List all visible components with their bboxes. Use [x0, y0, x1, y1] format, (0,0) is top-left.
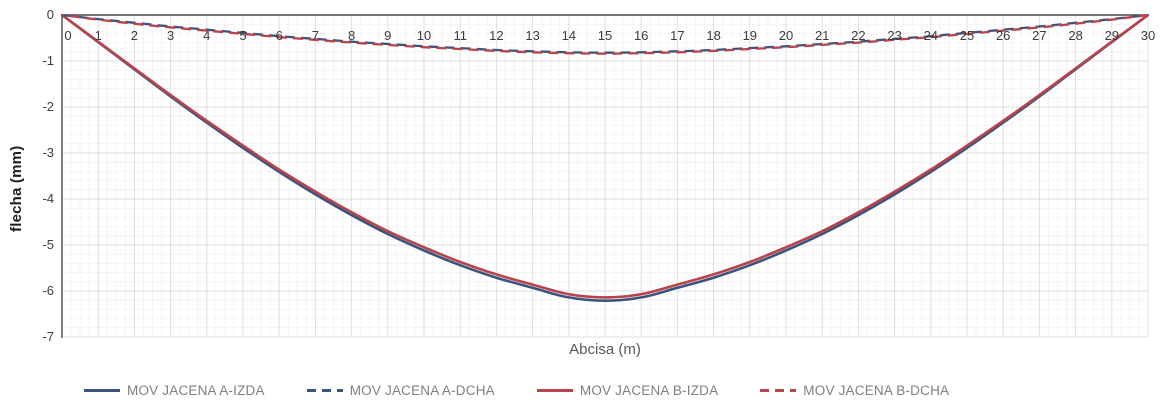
legend-line-solid-red-icon: [536, 389, 573, 392]
x-tick-label: 20: [778, 28, 794, 43]
x-tick-label: 23: [887, 28, 902, 43]
x-axis-title: Abcisa (m): [569, 341, 641, 358]
x-tick-label: 8: [347, 28, 356, 43]
x-tick-label: 0: [64, 28, 72, 43]
x-tick-label: 5: [239, 28, 247, 43]
x-tick-label: 11: [453, 28, 467, 43]
x-tick-label: 25: [959, 28, 975, 43]
x-tick-label: 6: [275, 28, 283, 43]
x-tick-label: 3: [166, 28, 175, 43]
legend-line-solid-blue-icon: [84, 389, 120, 392]
legend-line-dashed-blue-icon: [306, 389, 343, 392]
series-line-mov-jacena-b-izda: [61, 13, 1149, 299]
x-tick-label: 27: [1032, 28, 1047, 43]
x-tick-label: 30: [1140, 28, 1156, 43]
x-tick-label: 4: [203, 28, 211, 43]
x-tick-label: 2: [130, 28, 138, 43]
x-tick-label: 9: [384, 28, 392, 43]
y-axis-title: flecha (mm): [8, 145, 25, 232]
x-tick-label: 7: [311, 28, 319, 43]
x-tick-label: 17: [670, 28, 685, 43]
y-tick-label: -3: [42, 145, 54, 160]
y-tick-label: -1: [42, 53, 54, 68]
x-tick-label: 13: [525, 28, 540, 43]
x-tick-label: 10: [416, 28, 432, 43]
x-tick-label: 28: [1068, 28, 1083, 43]
series-line-mov-jacena-a-izda: [61, 13, 1149, 303]
legend-line-dashed-red-icon: [760, 389, 797, 392]
x-tick-label: 29: [1104, 28, 1120, 43]
x-tick-label: 24: [923, 28, 939, 43]
y-tick-label: -5: [42, 237, 54, 252]
x-tick-label: 12: [489, 28, 504, 43]
y-tick-label: -4: [42, 191, 54, 206]
y-tick-label: -7: [42, 329, 54, 344]
y-tick-label: 0: [46, 7, 54, 22]
x-tick-label: 22: [851, 28, 866, 43]
legend-item-mov-jacena-b-dcha: MOV JACENA B-DCHA: [760, 383, 949, 398]
x-tick-label: 15: [597, 28, 613, 43]
legend-label: MOV JACENA A-IZDA: [127, 383, 265, 398]
x-tick-label: 21: [814, 28, 830, 43]
legend-item-mov-jacena-a-dcha: MOV JACENA A-DCHA: [306, 383, 495, 398]
legend-item-mov-jacena-b-izda: MOV JACENA B-IZDA: [536, 383, 719, 398]
legend-label: MOV JACENA A-DCHA: [349, 383, 495, 398]
x-tick-label: 1: [94, 28, 102, 43]
y-tick-label: -2: [42, 99, 54, 114]
x-tick-label: 18: [706, 28, 721, 43]
x-tick-label: 14: [561, 28, 577, 43]
x-tick-label: 16: [633, 28, 649, 43]
legend-label: MOV JACENA B-DCHA: [803, 383, 950, 398]
chart-legend: MOV JACENA A-IZDA MOV JACENA A-DCHA MOV …: [84, 383, 1151, 398]
legend-label: MOV JACENA B-IZDA: [579, 383, 719, 398]
x-tick-label: 26: [995, 28, 1011, 43]
series-line-mov-jacena-b-dcha: [61, 13, 1149, 55]
legend-item-mov-jacena-a-izda: MOV JACENA A-IZDA: [84, 383, 265, 398]
x-tick-label: 19: [742, 28, 758, 43]
y-tick-label: -6: [42, 283, 54, 298]
